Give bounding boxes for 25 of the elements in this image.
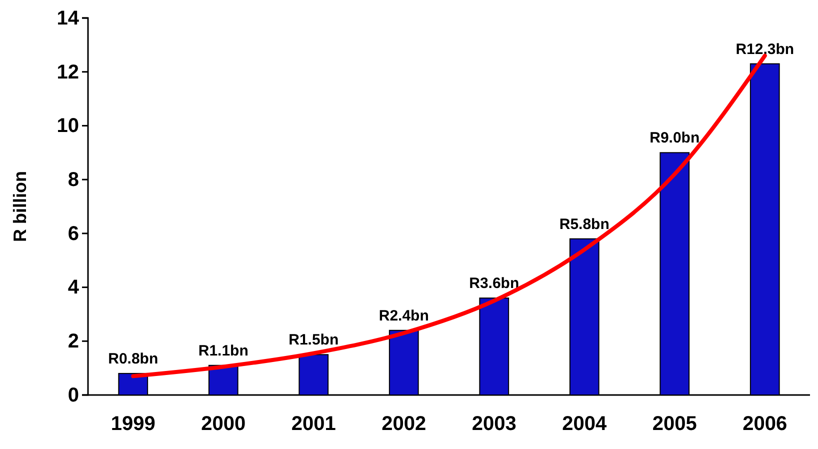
- data-label: R12.3bn: [736, 40, 794, 58]
- data-label: R1.1bn: [198, 342, 248, 360]
- y-tick-label: 14: [56, 7, 80, 30]
- x-tick-label: 2005: [652, 413, 697, 435]
- x-tick-label: 2002: [382, 413, 426, 435]
- y-tick-label: 12: [56, 61, 79, 84]
- x-tick-label: 1999: [110, 413, 156, 435]
- data-label: R9.0bn: [650, 130, 700, 147]
- y-tick-label: 4: [68, 276, 80, 299]
- y-tick-label: 2: [68, 330, 79, 353]
- data-label: R0.8bn: [108, 350, 158, 368]
- data-label: R2.4bn: [378, 307, 429, 324]
- x-tick-label: 2006: [742, 413, 788, 435]
- data-label: R1.5bn: [288, 332, 339, 349]
- x-tick-label: 2003: [472, 413, 516, 435]
- x-tick-label: 2004: [562, 413, 608, 435]
- data-label: R5.8bn: [559, 216, 610, 233]
- x-tick-label: 2001: [291, 413, 336, 435]
- y-tick-label: 0: [68, 384, 79, 406]
- data-label: R3.6bn: [469, 275, 520, 292]
- y-axis-title: R billion: [10, 171, 30, 242]
- x-tick-label: 2000: [201, 413, 246, 435]
- y-tick-label: 8: [68, 168, 79, 191]
- y-tick-label: 10: [56, 115, 79, 138]
- y-tick-label: 6: [68, 222, 79, 245]
